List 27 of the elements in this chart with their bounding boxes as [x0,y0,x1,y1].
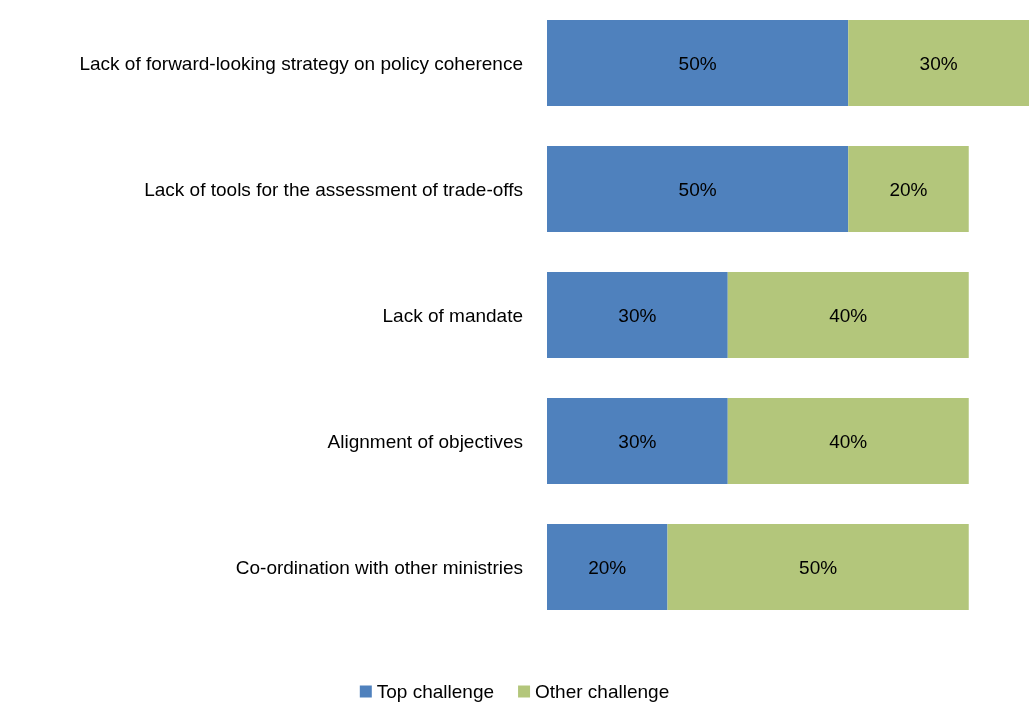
bar [547,146,849,232]
y-tick-label: Lack of forward-looking strategy on policy coherence [79,52,523,74]
data-label: 30% [618,304,657,326]
data-label: 50% [799,556,838,578]
data-label: 20% [588,556,627,578]
y-tick-label: Lack of mandate [382,304,523,326]
y-tick-label: Alignment of objectives [327,430,523,452]
bar [848,146,969,232]
data-label: 20% [889,178,928,200]
data-label: 40% [829,304,868,326]
legend-label: Top challenge [376,681,495,702]
data-label: 40% [829,430,868,452]
bar [848,20,1029,106]
bar [547,398,728,484]
bar [547,272,728,358]
bar [547,20,849,106]
y-tick-label: Lack of tools for the assessment of trade-offs [144,178,523,200]
legend-label: Other challenge [535,681,670,702]
data-label: 30% [919,52,958,74]
data-label: 30% [618,430,657,452]
bar [727,272,969,358]
bar [547,524,668,610]
data-label: 50% [678,178,717,200]
data-label: 50% [678,52,717,74]
bar [727,398,969,484]
y-tick-label: Co-ordination with other ministries [235,556,523,578]
bar [667,524,969,610]
